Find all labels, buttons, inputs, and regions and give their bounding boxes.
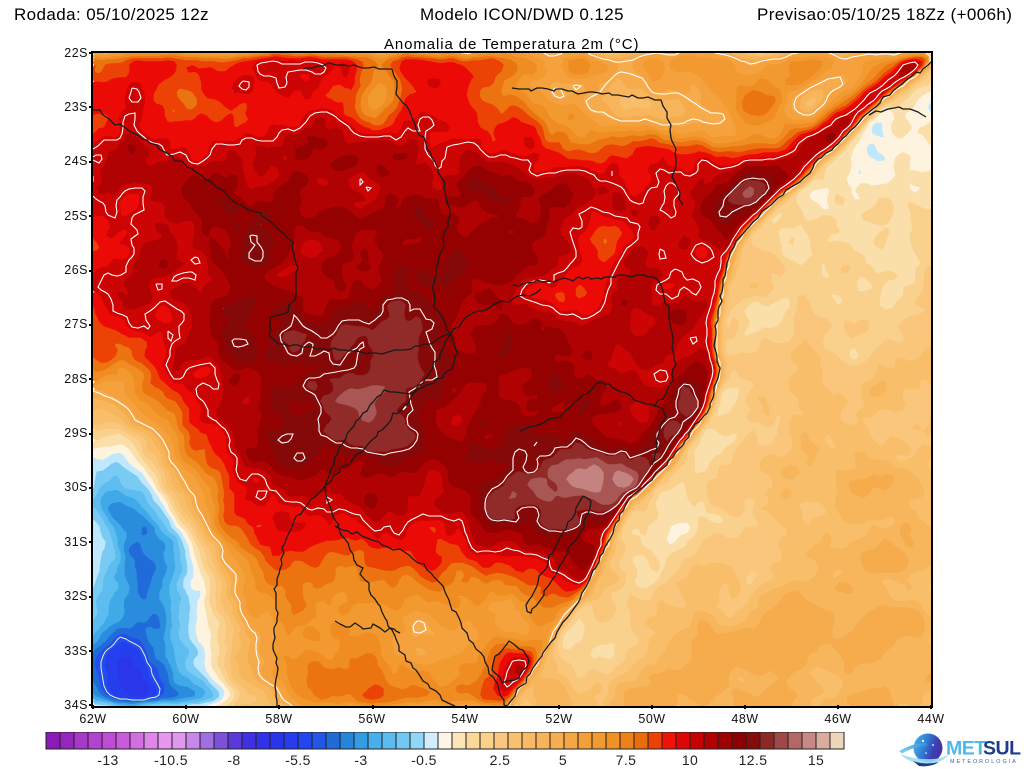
svg-text:METEOROLOGIA: METEOROLOGIA bbox=[950, 759, 1018, 765]
svg-text:MET: MET bbox=[946, 738, 986, 760]
svg-text:SUL: SUL bbox=[983, 738, 1021, 760]
